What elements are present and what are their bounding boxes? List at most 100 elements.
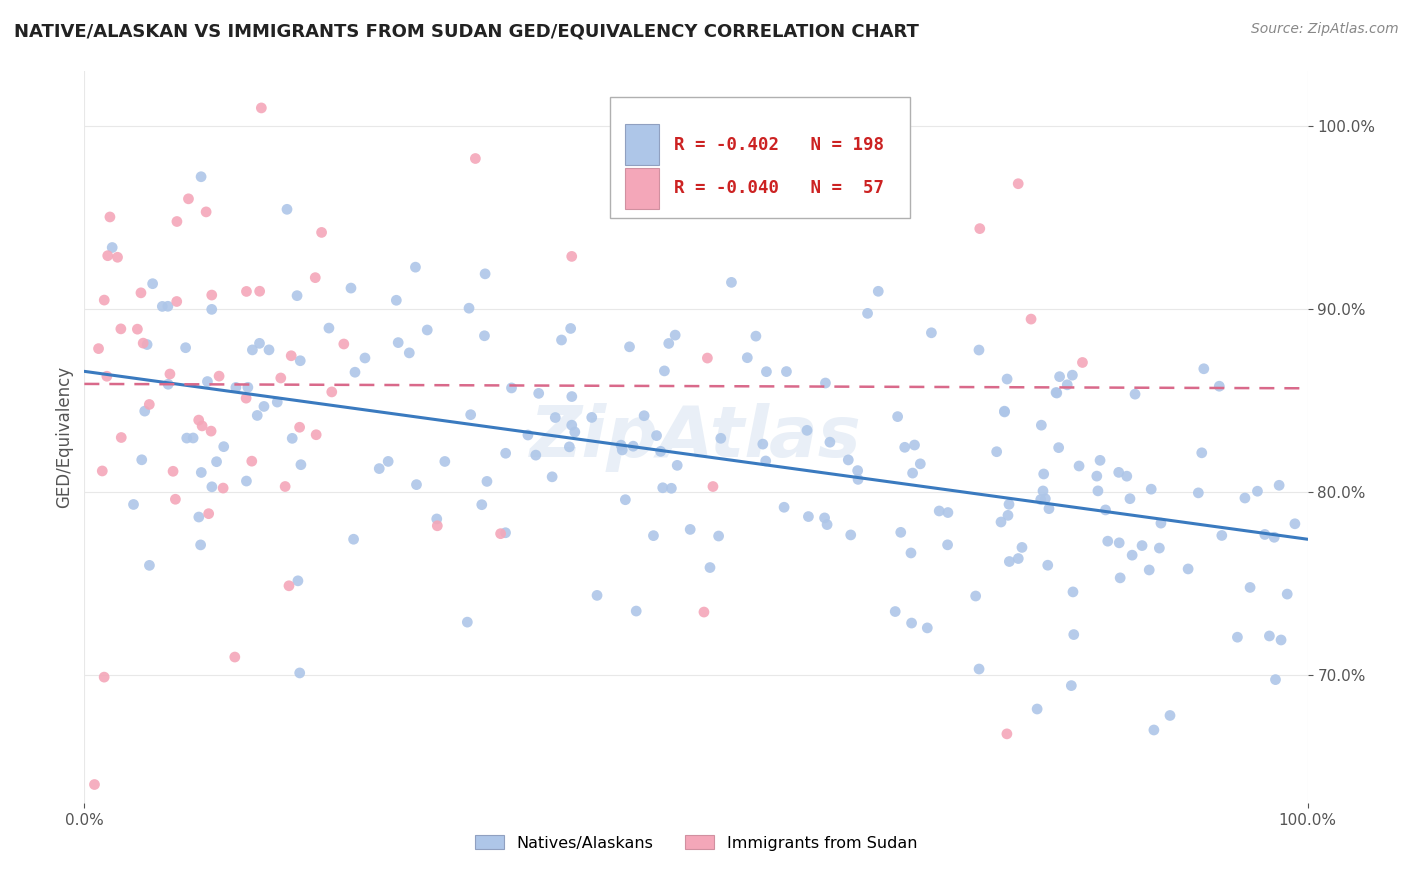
Natives/Alaskans (1246, 484, 1268, 499)
Immigrants from Sudan (321, 384, 343, 399)
Immigrants from Sudan (195, 205, 218, 219)
Text: R = -0.040   N =  57: R = -0.040 N = 57 (673, 179, 884, 197)
Natives/Alaskans (1149, 541, 1171, 555)
Immigrants from Sudan (165, 492, 187, 507)
Natives/Alaskans (156, 299, 179, 313)
Immigrants from Sudan (166, 294, 188, 309)
Natives/Alaskans (1045, 385, 1067, 400)
Natives/Alaskans (651, 481, 673, 495)
Natives/Alaskans (176, 431, 198, 445)
Natives/Alaskans (131, 452, 153, 467)
Natives/Alaskans (886, 409, 908, 424)
Immigrants from Sudan (93, 293, 115, 307)
Immigrants from Sudan (304, 270, 326, 285)
Immigrants from Sudan (96, 369, 118, 384)
Immigrants from Sudan (240, 454, 263, 468)
Natives/Alaskans (564, 425, 586, 439)
Natives/Alaskans (1258, 629, 1281, 643)
Natives/Alaskans (1049, 369, 1071, 384)
Natives/Alaskans (654, 364, 676, 378)
Natives/Alaskans (288, 665, 311, 680)
Natives/Alaskans (201, 302, 224, 317)
Natives/Alaskans (1191, 446, 1213, 460)
Natives/Alaskans (368, 461, 391, 475)
Immigrants from Sudan (288, 420, 311, 434)
Natives/Alaskans (1254, 527, 1277, 541)
Natives/Alaskans (561, 418, 583, 433)
Natives/Alaskans (290, 458, 312, 472)
Natives/Alaskans (1047, 441, 1070, 455)
Natives/Alaskans (201, 480, 224, 494)
Natives/Alaskans (1123, 387, 1146, 401)
Immigrants from Sudan (270, 371, 292, 385)
Natives/Alaskans (1226, 630, 1249, 644)
Natives/Alaskans (1233, 491, 1256, 505)
Immigrants from Sudan (995, 727, 1018, 741)
Natives/Alaskans (666, 458, 689, 473)
Immigrants from Sudan (177, 192, 200, 206)
Immigrants from Sudan (159, 367, 181, 381)
Natives/Alaskans (142, 277, 165, 291)
Natives/Alaskans (997, 508, 1019, 523)
Natives/Alaskans (650, 444, 672, 458)
Immigrants from Sudan (464, 152, 486, 166)
Natives/Alaskans (1060, 679, 1083, 693)
Natives/Alaskans (1029, 492, 1052, 507)
Natives/Alaskans (561, 390, 583, 404)
Natives/Alaskans (516, 428, 538, 442)
Natives/Alaskans (998, 497, 1021, 511)
Natives/Alaskans (246, 409, 269, 423)
Natives/Alaskans (993, 405, 1015, 419)
Text: R = -0.402   N = 198: R = -0.402 N = 198 (673, 136, 884, 153)
Natives/Alaskans (1284, 516, 1306, 531)
Immigrants from Sudan (197, 507, 219, 521)
Natives/Alaskans (1036, 558, 1059, 573)
Natives/Alaskans (707, 529, 730, 543)
Natives/Alaskans (993, 404, 1015, 418)
Natives/Alaskans (1263, 530, 1285, 544)
Natives/Alaskans (720, 276, 742, 290)
Natives/Alaskans (1130, 539, 1153, 553)
Natives/Alaskans (986, 444, 1008, 458)
Natives/Alaskans (839, 528, 862, 542)
Natives/Alaskans (287, 574, 309, 588)
Natives/Alaskans (1121, 548, 1143, 562)
Natives/Alaskans (387, 335, 409, 350)
Natives/Alaskans (276, 202, 298, 217)
Natives/Alaskans (815, 517, 838, 532)
Natives/Alaskans (813, 511, 835, 525)
Natives/Alaskans (1007, 551, 1029, 566)
Natives/Alaskans (426, 512, 449, 526)
Natives/Alaskans (458, 301, 481, 316)
Natives/Alaskans (998, 555, 1021, 569)
Natives/Alaskans (917, 621, 939, 635)
Natives/Alaskans (1115, 469, 1137, 483)
Natives/Alaskans (868, 285, 890, 299)
Immigrants from Sudan (110, 430, 132, 444)
Natives/Alaskans (995, 372, 1018, 386)
Natives/Alaskans (1087, 483, 1109, 498)
Natives/Alaskans (658, 336, 681, 351)
Natives/Alaskans (1192, 361, 1215, 376)
Natives/Alaskans (1088, 453, 1111, 467)
Natives/Alaskans (900, 615, 922, 630)
Natives/Alaskans (1211, 528, 1233, 542)
Natives/Alaskans (253, 400, 276, 414)
Immigrants from Sudan (93, 670, 115, 684)
Natives/Alaskans (797, 509, 820, 524)
Natives/Alaskans (910, 457, 932, 471)
Natives/Alaskans (433, 454, 456, 468)
Immigrants from Sudan (311, 226, 333, 240)
Natives/Alaskans (936, 538, 959, 552)
Natives/Alaskans (541, 470, 564, 484)
FancyBboxPatch shape (610, 97, 910, 218)
Y-axis label: GED/Equivalency: GED/Equivalency (55, 366, 73, 508)
Natives/Alaskans (1056, 377, 1078, 392)
Legend: Natives/Alaskans, Immigrants from Sudan: Natives/Alaskans, Immigrants from Sudan (468, 829, 924, 857)
Immigrants from Sudan (129, 285, 152, 300)
Natives/Alaskans (1094, 503, 1116, 517)
Natives/Alaskans (1038, 501, 1060, 516)
Immigrants from Sudan (305, 427, 328, 442)
Natives/Alaskans (524, 448, 547, 462)
Natives/Alaskans (249, 336, 271, 351)
